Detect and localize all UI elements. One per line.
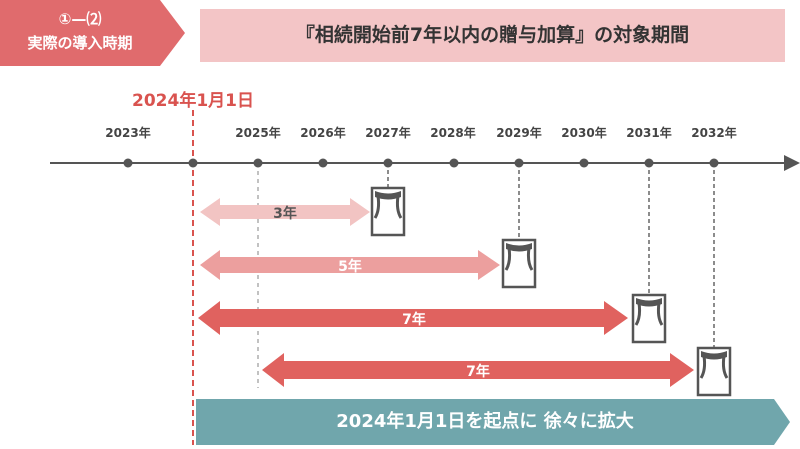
page-title: 『相続開始前7年以内の贈与加算』の対象期間: [200, 9, 785, 62]
start-date-label: 2024年1月1日: [132, 91, 254, 111]
axis-dot: [188, 158, 198, 168]
period-label-7yr-b: 7年: [466, 364, 490, 380]
year-label-2029: 2029年: [496, 126, 542, 140]
year-label-2031: 2031年: [626, 126, 672, 140]
period-arrow-3yr: [200, 198, 370, 226]
gift-icon: [370, 186, 406, 237]
axis-dot: [383, 158, 393, 168]
axis-dot: [709, 158, 719, 168]
year-label-2030: 2030年: [561, 126, 607, 140]
timeline-arrowhead: [784, 155, 800, 171]
axis-dot: [644, 158, 654, 168]
year-label-2026: 2026年: [300, 126, 346, 140]
bottom-banner: [196, 399, 790, 445]
year-label-2027: 2027年: [365, 126, 411, 140]
year-label-2032: 2032年: [691, 126, 737, 140]
year-label-2028: 2028年: [430, 126, 476, 140]
axis-dot: [579, 158, 589, 168]
axis-dot: [449, 158, 459, 168]
year-label-2025: 2025年: [235, 126, 281, 140]
section-heading: 実際の導入時期: [27, 34, 133, 52]
period-label-7yr-a: 7年: [402, 312, 426, 328]
bottom-banner-text: 2024年1月1日を起点に 徐々に拡大: [336, 411, 634, 432]
axis-dot: [253, 158, 263, 168]
section-number: ①—⑵: [58, 10, 102, 28]
axis-dot: [123, 158, 133, 168]
gift-icon: [696, 346, 732, 397]
period-arrow-7yr-b: [262, 353, 694, 387]
section-badge: ①—⑵ 実際の導入時期: [0, 0, 185, 66]
gift-icon: [631, 293, 667, 344]
period-arrow-7yr-a: [198, 301, 628, 335]
year-label-2023: 2023年: [105, 126, 151, 140]
period-label-5yr: 5年: [338, 259, 362, 275]
gift-icon: [501, 238, 537, 289]
period-arrow-5yr: [200, 250, 500, 280]
axis-dot: [318, 158, 328, 168]
axis-dot: [514, 158, 524, 168]
period-label-3yr: 3年: [273, 206, 297, 222]
